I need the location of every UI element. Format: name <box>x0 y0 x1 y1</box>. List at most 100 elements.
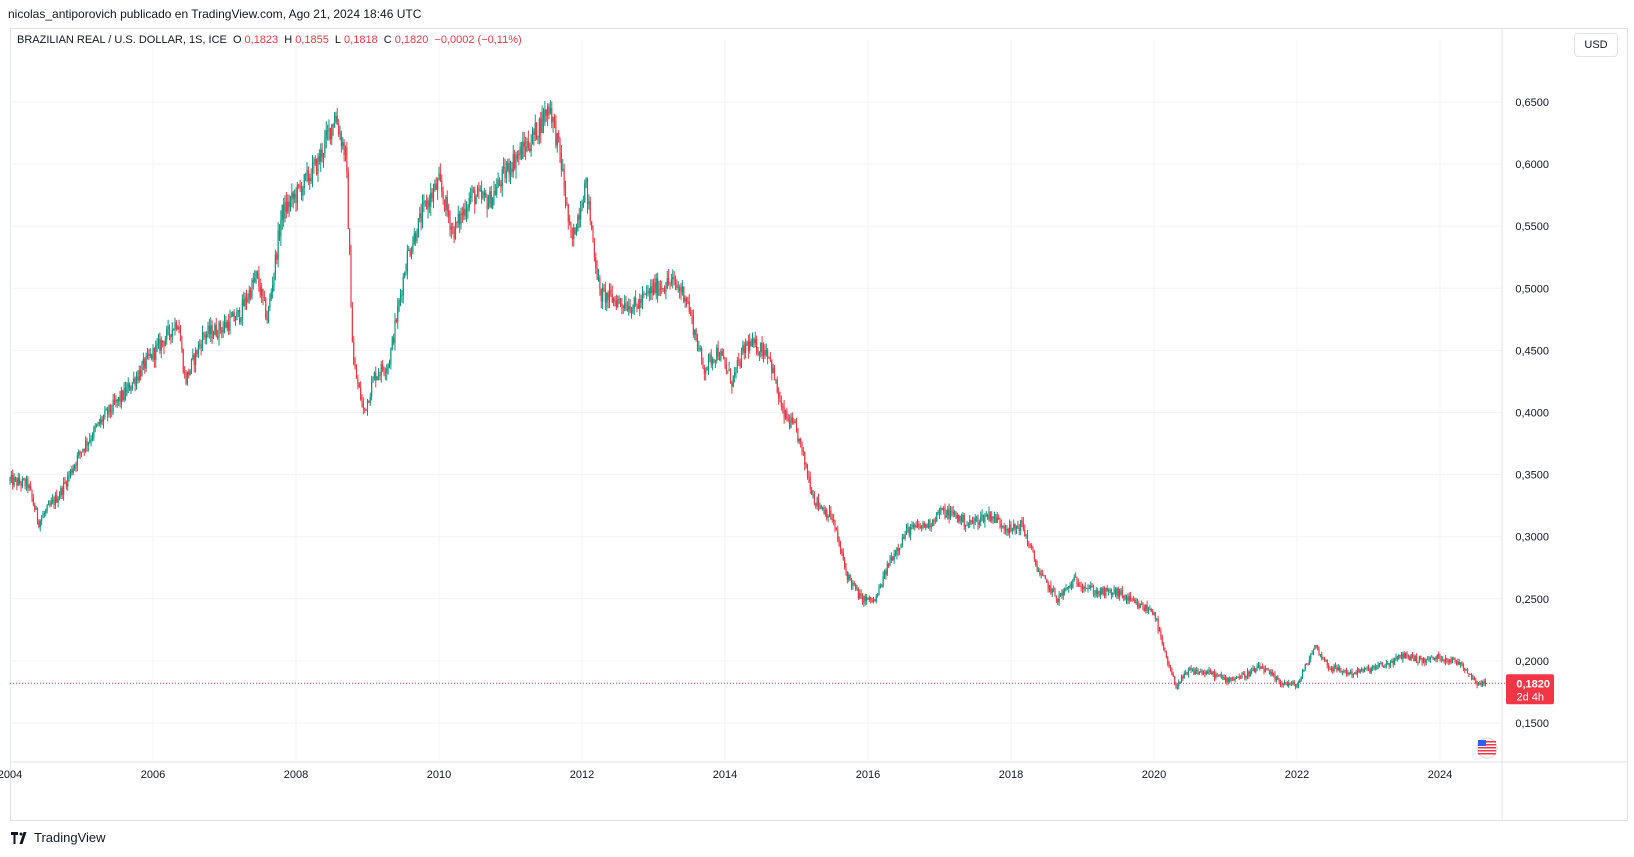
candle-body <box>812 494 814 496</box>
candle-body <box>525 146 527 152</box>
candle-body <box>321 149 323 158</box>
candle-body <box>679 287 681 291</box>
candle-body <box>311 163 314 182</box>
candle-body <box>384 372 386 374</box>
candle-body <box>515 158 517 169</box>
candle-body <box>1469 673 1471 675</box>
legend-symbol[interactable]: BRAZILIAN REAL / U.S. DOLLAR, 1S, ICE <box>17 34 227 46</box>
candle-body <box>522 141 524 159</box>
candle-body <box>1351 671 1353 676</box>
candle-body <box>1444 658 1447 662</box>
candle-body <box>320 149 322 162</box>
candle-body <box>1318 648 1320 655</box>
footer-brand[interactable]: TradingView <box>10 830 106 845</box>
candle-body <box>1091 585 1093 588</box>
currency-button[interactable]: USD <box>1574 33 1618 57</box>
candle-body <box>168 326 171 335</box>
candle-body <box>1256 665 1258 669</box>
candle-body <box>283 204 285 219</box>
candle-body <box>1040 573 1042 575</box>
candle-body <box>542 112 545 123</box>
candle-body <box>976 517 978 519</box>
candle-body <box>421 204 424 223</box>
legend-low-label: L <box>334 34 342 46</box>
candle-body <box>1086 588 1088 590</box>
candle-body <box>1143 608 1145 612</box>
candle-body <box>526 141 528 152</box>
candle-body <box>306 170 308 174</box>
candle-body <box>1215 674 1217 678</box>
candle-body <box>178 326 180 333</box>
candle-body <box>1431 656 1433 658</box>
candle-body <box>915 525 917 528</box>
candle-body <box>350 252 352 308</box>
candle-body <box>699 348 701 349</box>
candle-body <box>259 286 261 296</box>
candle-body <box>470 195 472 199</box>
candle-body <box>868 596 870 600</box>
candle-body <box>1332 668 1334 671</box>
candle-body <box>1025 534 1027 536</box>
candle-body <box>1083 586 1085 589</box>
candle-body <box>379 375 381 376</box>
candle-body <box>30 485 32 490</box>
candle-body <box>189 369 191 376</box>
candle-body <box>1476 683 1478 686</box>
candle-body <box>427 200 429 209</box>
candle-body <box>684 297 686 302</box>
candle-body <box>989 511 991 521</box>
candle-body <box>305 173 307 175</box>
candle-body <box>465 210 468 217</box>
x-tick-label: 2018 <box>999 769 1023 781</box>
candle-body <box>274 254 276 274</box>
candle-body <box>494 190 496 195</box>
candle-body <box>156 343 158 346</box>
candle-body <box>1037 571 1040 573</box>
candle-body <box>1084 586 1086 589</box>
candle-body <box>108 404 110 415</box>
candle-body <box>1395 656 1397 659</box>
candle-body <box>1179 682 1181 684</box>
candle-body <box>310 178 312 182</box>
candle-body <box>830 510 832 519</box>
candle-body <box>980 516 982 523</box>
candle-body <box>430 192 432 207</box>
candle-body <box>683 286 685 302</box>
candle-body <box>1196 670 1198 671</box>
legend-close-label: C <box>383 34 392 46</box>
candle-body <box>901 537 903 545</box>
candle-body <box>496 187 498 195</box>
candle-body <box>1366 667 1368 669</box>
candle-body <box>134 378 136 386</box>
candle-body <box>639 299 641 309</box>
candle-body <box>1066 587 1068 589</box>
candle-body <box>852 583 854 586</box>
candle-body <box>672 277 674 280</box>
candle-body <box>1355 672 1357 675</box>
candle-body <box>1219 674 1221 676</box>
candle-body <box>822 507 824 509</box>
candle-body <box>485 192 487 197</box>
candle-body <box>1279 682 1282 684</box>
candle-body <box>474 190 476 205</box>
candle-body <box>1207 671 1209 674</box>
candle-body <box>441 181 443 192</box>
candle-body <box>1266 668 1268 670</box>
candle-body <box>52 499 54 502</box>
candle-body <box>130 388 132 391</box>
candle-body <box>706 367 708 371</box>
candle-body <box>302 188 304 196</box>
candle-body <box>1377 665 1379 668</box>
candle-body <box>184 372 186 374</box>
candle-body <box>1376 667 1378 669</box>
candle-body <box>247 298 249 302</box>
candle-body <box>1319 654 1321 656</box>
candle-body <box>527 141 529 149</box>
us-flag-icon[interactable] <box>1476 737 1498 759</box>
candle-body <box>1186 672 1188 675</box>
candle-body <box>1114 589 1117 595</box>
candle-body <box>63 482 65 495</box>
candle-body <box>1065 587 1067 590</box>
candle-body <box>1194 670 1196 675</box>
